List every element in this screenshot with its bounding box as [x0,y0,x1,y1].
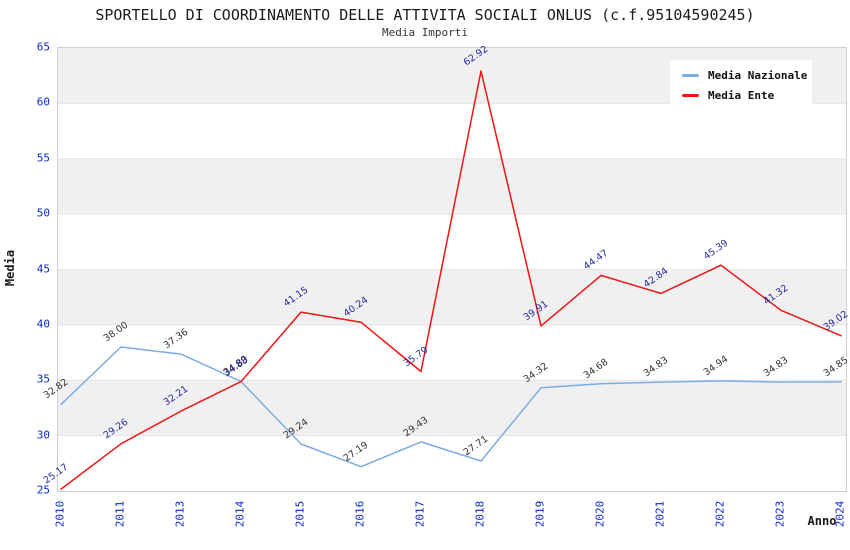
legend-label: Media Nazionale [708,68,808,82]
y-tick-label: 40 [36,317,50,331]
y-tick-label: 30 [36,428,50,442]
chart-title: SPORTELLO DI COORDINAMENTO DELLE ATTIVIT… [95,6,755,24]
y-axis-title: Media [3,249,17,287]
x-tick-label: 2010 [53,500,67,528]
x-tick-label: 2021 [653,500,667,528]
legend-item-media-nazionale: Media Nazionale [682,65,812,85]
y-tick-label: 25 [36,483,50,497]
grid-band [58,435,846,491]
series-line-media-nazionale [60,346,842,468]
grid-band [58,269,846,325]
grid-band [58,103,846,159]
y-tick-label: 55 [36,151,50,165]
legend-label: Media Ente [708,88,775,102]
x-tick-label: 2016 [353,500,367,528]
x-tick-label: 2018 [473,500,487,528]
x-tick-label: 2022 [713,500,727,528]
x-tick-label: 2023 [773,500,787,528]
y-tick-label: 60 [36,95,50,109]
x-tick-label: 2015 [293,500,307,528]
x-tick-label: 2019 [533,500,547,528]
legend-line-swatch-media-ente [682,93,699,97]
x-axis-title: Anno [807,514,837,528]
grid-band [58,158,846,215]
x-tick-label: 2011 [113,500,127,528]
grid-band [58,380,846,436]
plot-area [57,47,847,492]
x-tick-label: 2014 [233,500,247,528]
y-tick-label: 65 [36,40,50,54]
x-tick-label: 2013 [173,500,187,528]
chart-subtitle: Media Importi [381,26,469,39]
x-tick-label: 2017 [413,500,427,528]
legend-line-swatch-media-nazionale [682,73,699,77]
grid-band [58,324,846,381]
y-tick-label: 35 [36,372,50,386]
grid-band [58,214,846,270]
plot-canvas [58,48,846,491]
legend: Media Nazionale Media Ente [670,60,812,110]
legend-item-media-ente: Media Ente [682,85,812,105]
y-tick-label: 45 [36,262,50,275]
series-line-media-ente [60,70,842,490]
x-tick-label: 2024 [833,500,847,528]
y-tick-label: 50 [36,206,50,220]
x-tick-label: 2020 [593,500,607,528]
